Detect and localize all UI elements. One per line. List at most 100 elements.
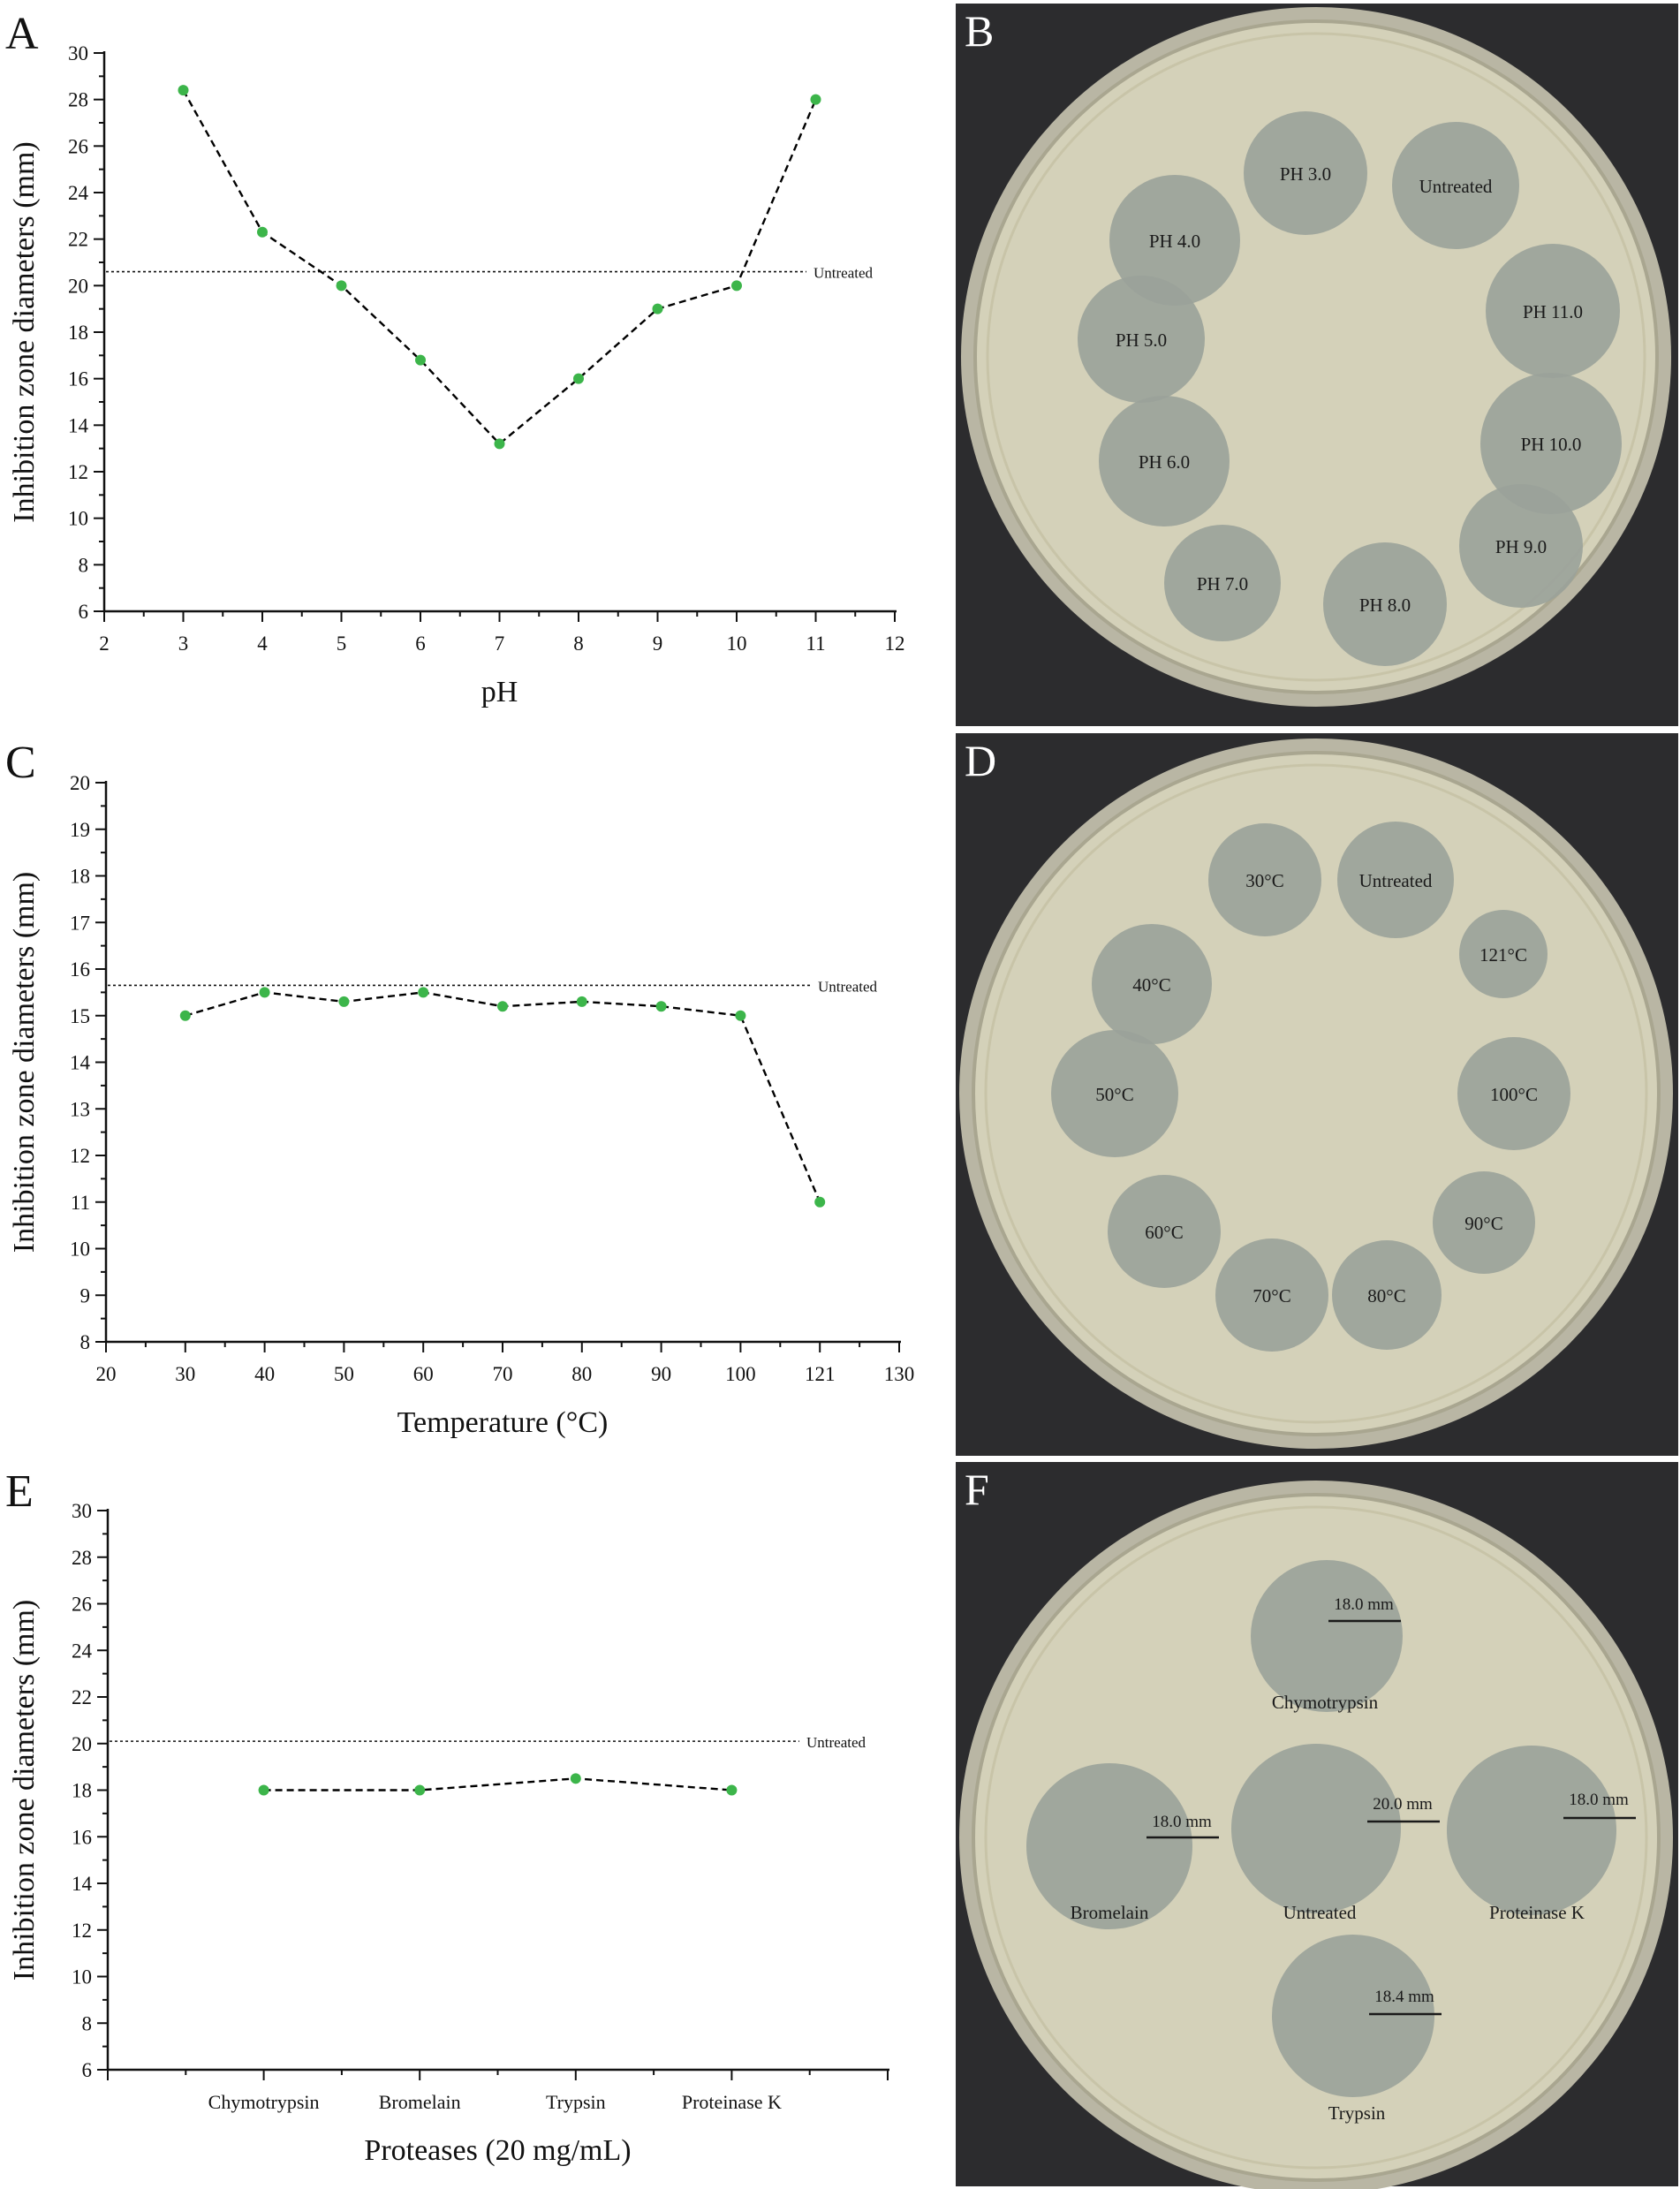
inhibition-zone bbox=[1026, 1763, 1192, 1929]
inhibition-zone bbox=[1109, 175, 1240, 306]
panel-letter: A bbox=[5, 9, 39, 59]
plate-label: Chymotrypsin bbox=[1272, 1692, 1379, 1713]
plate-label: Bromelain bbox=[1071, 1902, 1149, 1923]
x-tick-label: 3 bbox=[178, 632, 189, 655]
plate-label: PH 10.0 bbox=[1521, 434, 1582, 455]
plate-label: PH 9.0 bbox=[1495, 536, 1547, 557]
plate-label: 121°C bbox=[1479, 944, 1527, 966]
y-tick-label: 20 bbox=[72, 1733, 92, 1755]
inhibition-zone bbox=[1459, 484, 1583, 608]
data-point bbox=[497, 1001, 508, 1012]
untreated-reference-label: Untreated bbox=[818, 978, 878, 995]
data-point bbox=[258, 1784, 269, 1796]
panel-letter: D bbox=[965, 736, 996, 785]
measurement-label: 18.0 mm bbox=[1152, 1813, 1212, 1831]
measurement-label: 18.0 mm bbox=[1334, 1595, 1394, 1614]
y-tick-label: 8 bbox=[79, 554, 89, 576]
panel-letter: E bbox=[5, 1466, 34, 1517]
data-point bbox=[418, 987, 429, 998]
inhibition-zone bbox=[1251, 1560, 1403, 1712]
agar-inner-ring bbox=[986, 32, 1646, 682]
x-tick-label: 121 bbox=[805, 1363, 836, 1385]
y-tick-label: 8 bbox=[80, 1331, 91, 1353]
x-tick-label: 2 bbox=[99, 632, 110, 655]
inhibition-zone bbox=[1459, 910, 1548, 998]
plate-label: 60°C bbox=[1145, 1222, 1183, 1243]
x-tick-label: 11 bbox=[806, 632, 825, 655]
y-tick-label: 30 bbox=[72, 1500, 92, 1522]
plate-label: PH 3.0 bbox=[1280, 163, 1331, 185]
measurement-label: 20.0 mm bbox=[1373, 1795, 1433, 1814]
untreated-reference-label: Untreated bbox=[806, 1734, 866, 1751]
data-point bbox=[573, 373, 584, 384]
y-tick-label: 30 bbox=[68, 42, 88, 64]
x-tick-label: 90 bbox=[651, 1363, 671, 1385]
inhibition-zone bbox=[1323, 542, 1447, 666]
x-tick-label: 130 bbox=[884, 1363, 915, 1385]
inhibition-zone bbox=[1231, 1744, 1401, 1913]
y-tick-label: 12 bbox=[70, 1145, 90, 1167]
y-tick-label: 26 bbox=[68, 135, 88, 157]
y-tick-label: 16 bbox=[72, 1826, 92, 1848]
inhibition-zone bbox=[1108, 1175, 1221, 1288]
plate-label: Untreated bbox=[1419, 176, 1493, 197]
data-point bbox=[576, 996, 587, 1007]
inhibition-zone bbox=[1099, 396, 1230, 526]
x-tick-label: 20 bbox=[96, 1363, 117, 1385]
panel-letter: C bbox=[5, 738, 36, 788]
x-tick-label: 70 bbox=[493, 1363, 513, 1385]
plate-label: 80°C bbox=[1367, 1285, 1405, 1307]
plate-label: Proteinase K bbox=[1489, 1902, 1585, 1923]
plate-label: 40°C bbox=[1132, 974, 1170, 996]
x-tick-label: Trypsin bbox=[546, 2091, 606, 2113]
inhibition-zone bbox=[1092, 924, 1212, 1044]
y-tick-label: 28 bbox=[68, 89, 88, 111]
y-tick-label: 16 bbox=[68, 368, 88, 390]
y-tick-label: 6 bbox=[79, 601, 89, 623]
series-line bbox=[185, 991, 821, 1203]
x-axis-title: Proteases (20 mg/mL) bbox=[364, 2134, 631, 2167]
y-tick-label: 26 bbox=[72, 1594, 92, 1616]
untreated-reference-label: Untreated bbox=[814, 265, 874, 282]
inhibition-zone bbox=[1215, 1238, 1328, 1352]
inhibition-zone bbox=[1164, 525, 1281, 641]
y-tick-label: 11 bbox=[71, 1192, 90, 1214]
inhibition-zone bbox=[1244, 111, 1367, 235]
inhibition-zone bbox=[1486, 244, 1620, 378]
agar-inner-ring bbox=[984, 1505, 1648, 2170]
inhibition-zone bbox=[1337, 822, 1454, 938]
x-tick-label: Chymotrypsin bbox=[208, 2091, 320, 2113]
x-tick-label: 100 bbox=[725, 1363, 756, 1385]
plate-label: 90°C bbox=[1464, 1213, 1502, 1234]
plate-label: PH 4.0 bbox=[1149, 231, 1200, 252]
x-axis-title: pH bbox=[481, 676, 518, 708]
x-tick-label: 12 bbox=[885, 632, 905, 655]
x-tick-label: 8 bbox=[573, 632, 584, 655]
x-tick-label: 6 bbox=[415, 632, 426, 655]
y-tick-label: 19 bbox=[70, 819, 90, 841]
chart-panel-c: C 8 9 10 11 12 13 14 15 16 17 18 19 20 20 30 40 50 60 70 80 9… bbox=[5, 738, 914, 1439]
chart-panel-e: E 6 8 10 12 14 16 18 20 22 24 26 28 30 Chymotrypsin Bro… bbox=[5, 1466, 889, 2167]
chart-panel-a: A 6 8 10 12 14 16 18 20 22 24 26 28 30 2 3 4 5 6 7 8 9 10 11 12 p… bbox=[5, 9, 905, 708]
data-point bbox=[652, 303, 663, 314]
panel-letter: B bbox=[965, 6, 994, 56]
plate-label: Trypsin bbox=[1328, 2102, 1386, 2124]
data-point bbox=[810, 94, 821, 105]
y-tick-label: 24 bbox=[72, 1640, 93, 1662]
plate-label: PH 8.0 bbox=[1359, 595, 1411, 616]
data-point bbox=[259, 987, 270, 998]
photo-panel-f: F Chymotrypsin Bromelain Untreated Proteinas… bbox=[956, 1462, 1678, 2189]
data-point bbox=[731, 280, 742, 292]
y-tick-label: 12 bbox=[72, 1920, 92, 1942]
y-tick-label: 6 bbox=[82, 2059, 93, 2081]
data-point bbox=[179, 1010, 191, 1021]
y-tick-label: 20 bbox=[68, 275, 88, 297]
inhibition-zone bbox=[1078, 276, 1205, 403]
x-tick-label: 40 bbox=[254, 1363, 275, 1385]
measurement-label: 18.4 mm bbox=[1374, 1988, 1434, 2006]
inhibition-zone bbox=[1208, 823, 1321, 936]
x-tick-label: 9 bbox=[653, 632, 663, 655]
plate-label: Untreated bbox=[1283, 1902, 1357, 1923]
y-tick-label: 22 bbox=[72, 1686, 92, 1708]
y-tick-label: 15 bbox=[70, 1005, 90, 1027]
